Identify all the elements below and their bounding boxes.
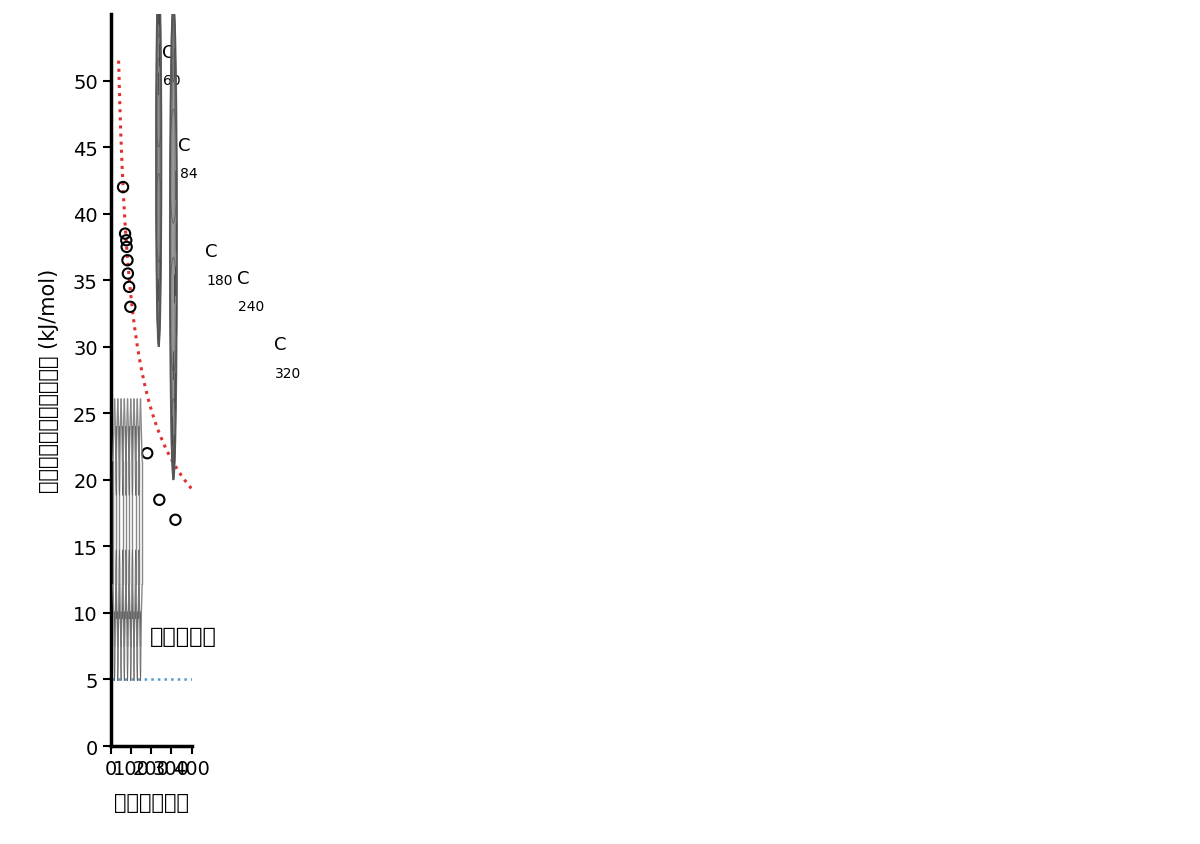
Text: C: C	[205, 243, 217, 261]
Point	[121, 300, 140, 314]
Text: C: C	[236, 269, 250, 288]
Circle shape	[223, 55, 234, 773]
Text: C: C	[274, 336, 287, 354]
Point	[138, 447, 157, 461]
Point	[166, 513, 185, 527]
Point	[114, 181, 133, 195]
Text: グラフェン: グラフェン	[150, 626, 217, 647]
Text: 60: 60	[163, 74, 181, 88]
Point	[119, 268, 138, 281]
Point	[150, 494, 169, 507]
Point	[118, 241, 137, 254]
X-axis label: 炭素原子の数: 炭素原子の数	[114, 793, 188, 812]
Circle shape	[169, 2, 178, 480]
Y-axis label: 炭素原子あたりの生成熱 (kJ/mol): 炭素原子あたりの生成熱 (kJ/mol)	[40, 268, 59, 493]
Text: C: C	[162, 44, 174, 62]
Circle shape	[156, 0, 162, 348]
Point	[120, 281, 139, 295]
Text: 320: 320	[275, 366, 301, 381]
Point	[116, 235, 136, 248]
Text: 240: 240	[239, 300, 265, 314]
Text: C: C	[179, 137, 191, 154]
Point	[118, 254, 137, 268]
Circle shape	[193, 55, 203, 667]
Text: 180: 180	[206, 273, 233, 288]
Circle shape	[258, 29, 270, 826]
Text: 84: 84	[180, 167, 198, 181]
Point	[115, 228, 134, 241]
